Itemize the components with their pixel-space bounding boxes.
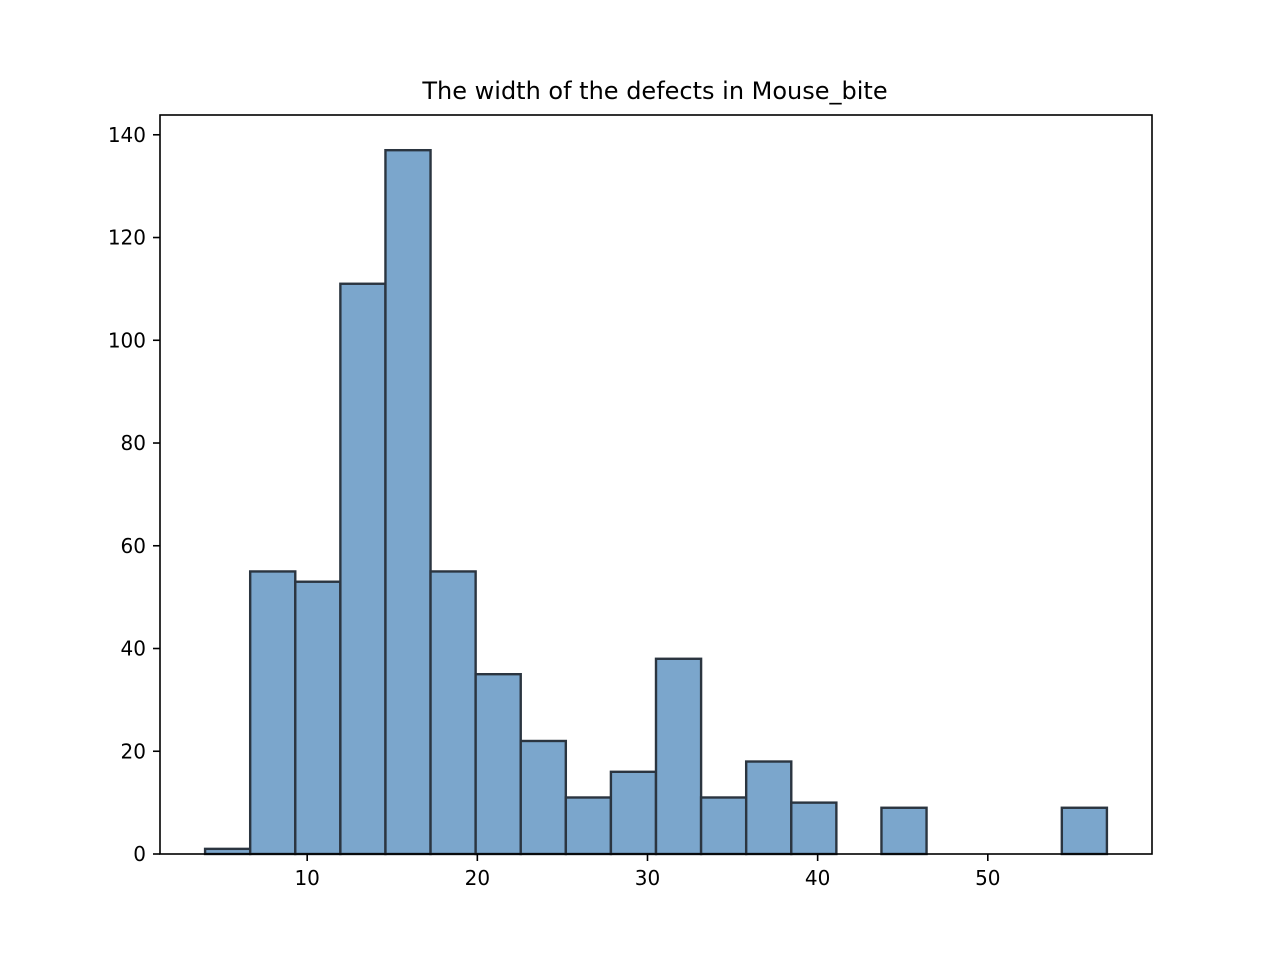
histogram-bar <box>519 739 568 856</box>
x-tick-label: 50 <box>975 866 1000 890</box>
histogram-bar <box>744 760 793 856</box>
histogram-bar <box>790 801 838 856</box>
y-tick-label: 60 <box>121 534 146 558</box>
histogram-bar <box>654 657 703 856</box>
x-tick-label: 30 <box>635 866 660 890</box>
x-tick-label: 10 <box>294 866 319 890</box>
y-tick-label: 20 <box>121 739 146 763</box>
histogram-bar <box>339 282 387 856</box>
y-tick-label: 140 <box>108 123 146 147</box>
x-axis: 10 20 30 40 50 <box>294 854 1001 890</box>
y-axis: 0 20 40 60 80 100 120 140 <box>108 123 160 866</box>
histogram-bar <box>384 148 432 856</box>
histogram-bar <box>609 770 658 856</box>
histogram-bar <box>1060 806 1109 856</box>
y-tick-label: 0 <box>133 842 146 866</box>
y-tick-label: 100 <box>108 328 146 352</box>
histogram-bar <box>248 570 297 856</box>
x-tick-label: 40 <box>805 866 830 890</box>
axes-frame <box>159 114 1153 855</box>
bars-group <box>203 148 1109 856</box>
histogram-bar <box>474 672 522 856</box>
histogram-bar <box>880 806 928 856</box>
y-tick-label: 80 <box>121 431 146 455</box>
x-tick-label: 20 <box>465 866 490 890</box>
histogram-bar <box>699 796 748 856</box>
histogram-bar <box>564 796 613 856</box>
chart-title: The width of the defects in Mouse_bite <box>421 77 887 105</box>
y-tick-label: 40 <box>121 637 146 661</box>
histogram-bar <box>294 580 342 856</box>
y-tick-label: 120 <box>108 226 146 250</box>
histogram-bar <box>429 570 477 856</box>
